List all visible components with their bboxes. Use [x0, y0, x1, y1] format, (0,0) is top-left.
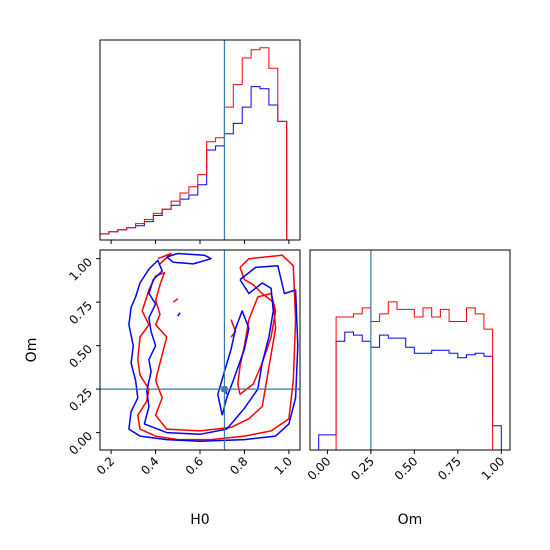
om-y-tick-label: 0.00: [66, 429, 95, 458]
h0-x-tick-label: 1.0: [272, 454, 295, 477]
red-contour: [172, 298, 179, 303]
h0-x-tick-label: 0.4: [138, 454, 161, 477]
h0-x-tick-label: 0.6: [183, 454, 206, 477]
h0-om-contour-panel: 0.2 0.4 0.6 0.8 1.0 0.00 0.25 0.50 0.75 1.00: [66, 249, 301, 478]
red-contour: [237, 292, 277, 395]
h0-x-tick-label: 0.8: [227, 454, 250, 477]
om-histogram-blue-series: [318, 331, 502, 450]
red-contour: [137, 254, 297, 441]
blue-contour: [177, 312, 181, 317]
blue-contour: [217, 310, 250, 416]
om-x-tick-label: 0.75: [435, 454, 464, 483]
h0-histogram-ticks: [110, 240, 290, 244]
om-y-tick-label: 0.50: [66, 342, 95, 371]
om-y-tick-label: 0.75: [66, 298, 95, 327]
h0-histogram-background: [100, 40, 300, 240]
x-axis-title-h0: H0: [190, 512, 209, 528]
om-histogram-red-series: [318, 301, 502, 450]
om-histogram-background: [310, 250, 510, 450]
contour-marks: [100, 250, 300, 450]
truth-marker: [221, 386, 228, 393]
h0-x-tick-label: 0.2: [94, 454, 117, 477]
om-x-tick-label: 0.25: [348, 454, 377, 483]
om-histogram-marks: [318, 250, 502, 450]
blue-contour: [166, 252, 212, 265]
h0-histogram-marks: [100, 40, 296, 240]
om-histogram-panel: 0.00 0.25 0.50 0.75 1.00: [305, 249, 511, 483]
h0-histogram-red-series: [100, 47, 296, 240]
x-axis-title-om: Om: [398, 512, 423, 528]
om-y-tick-label: 0.25: [66, 385, 95, 414]
h0-histogram-panel: [99, 39, 301, 244]
y-axis-title-om: Om: [24, 338, 40, 363]
blue-contour: [128, 259, 299, 443]
om-histogram-frame: [309, 249, 511, 451]
om-x-tick-label: 0.50: [392, 454, 421, 483]
red-contour: [157, 252, 172, 265]
om-histogram-ticks: 0.00 0.25 0.50 0.75 1.00: [305, 450, 508, 483]
om-x-tick-label: 1.00: [479, 454, 508, 483]
om-x-tick-label: 0.00: [305, 454, 334, 483]
om-y-tick-label: 1.00: [66, 255, 95, 284]
